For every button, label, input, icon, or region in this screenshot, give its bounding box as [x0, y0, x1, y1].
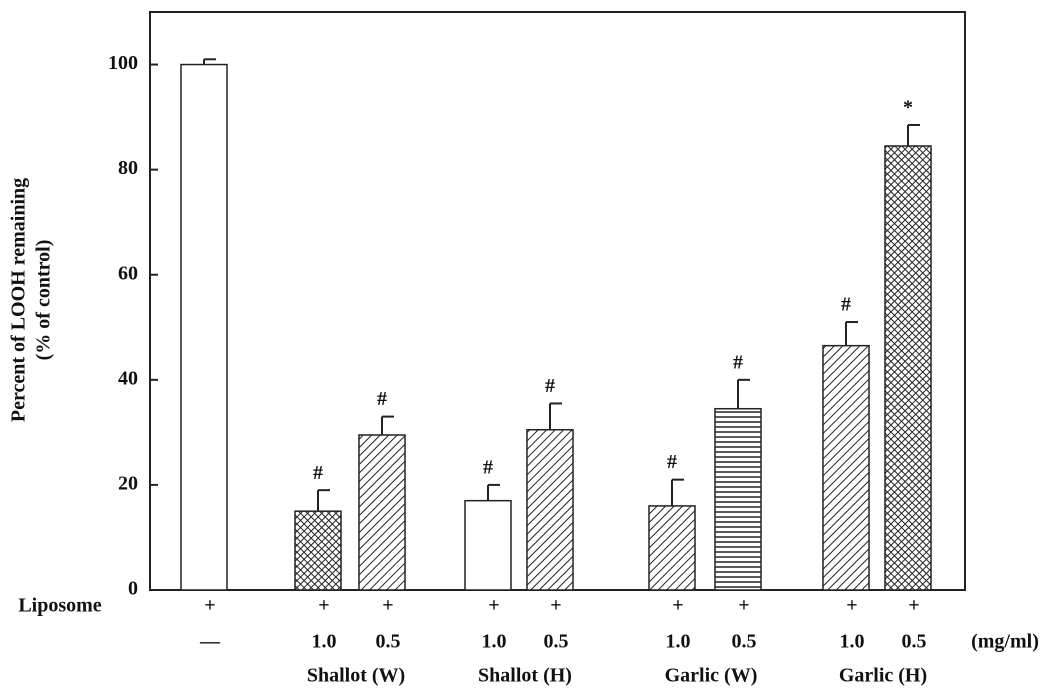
x-tick-label: 0.5 — [902, 631, 927, 653]
group-label: Garlic (W) — [665, 665, 758, 687]
row-mark: + — [318, 595, 329, 617]
y-tick-label: 0 — [128, 578, 138, 600]
x-tick-label: 1.0 — [666, 631, 691, 653]
chart: 0 20 40 60 80 100 Percent of LOOH remaining(% … — [0, 0, 1061, 692]
bar-annotation: * — [903, 97, 913, 119]
x-tick-label: 1.0 — [840, 631, 865, 653]
x-tick-label: 1.0 — [482, 631, 507, 653]
x-tick-label: 0.5 — [732, 631, 757, 653]
bar-annotation: # — [483, 457, 493, 479]
bar-annotation: # — [313, 462, 323, 484]
y-tick-label: 100 — [108, 52, 138, 74]
x-tick-label: 0.5 — [544, 631, 569, 653]
y-axis-title: Percent of LOOH remaining — [8, 178, 30, 422]
row-label: Liposome — [18, 595, 101, 617]
group-label: Shallot (W) — [307, 665, 405, 687]
bar — [465, 501, 511, 590]
bar — [715, 409, 761, 590]
row-mark: + — [908, 595, 919, 617]
bar-annotation: # — [545, 375, 555, 397]
group-label: Shallot (H) — [478, 665, 572, 687]
bar — [527, 430, 573, 590]
row-mark: + — [488, 595, 499, 617]
y-tick-label: 60 — [118, 262, 138, 284]
bar — [181, 65, 227, 590]
bar — [823, 346, 869, 590]
bar — [885, 146, 931, 590]
unit-label: (mg/ml) — [971, 631, 1039, 653]
bar-annotation: # — [667, 451, 677, 473]
bar — [295, 511, 341, 590]
y-tick-label: 40 — [118, 367, 138, 389]
y-tick-label: 20 — [118, 473, 138, 495]
row-mark: + — [738, 595, 749, 617]
y-tick-label: 80 — [118, 157, 138, 179]
bar — [649, 506, 695, 590]
row-mark: + — [382, 595, 393, 617]
bar-annotation: # — [841, 294, 851, 316]
row-mark: + — [550, 595, 561, 617]
x-tick-label: — — [199, 631, 221, 653]
x-tick-label: 0.5 — [376, 631, 401, 653]
row-mark: + — [846, 595, 857, 617]
x-tick-label: 1.0 — [312, 631, 337, 653]
bar-annotation: # — [733, 351, 743, 373]
group-label: Garlic (H) — [839, 665, 927, 687]
bar — [359, 435, 405, 590]
row-mark: + — [672, 595, 683, 617]
row-mark: + — [204, 595, 215, 617]
y-axis-title: (% of control) — [33, 240, 55, 361]
bar-annotation: # — [377, 388, 387, 410]
